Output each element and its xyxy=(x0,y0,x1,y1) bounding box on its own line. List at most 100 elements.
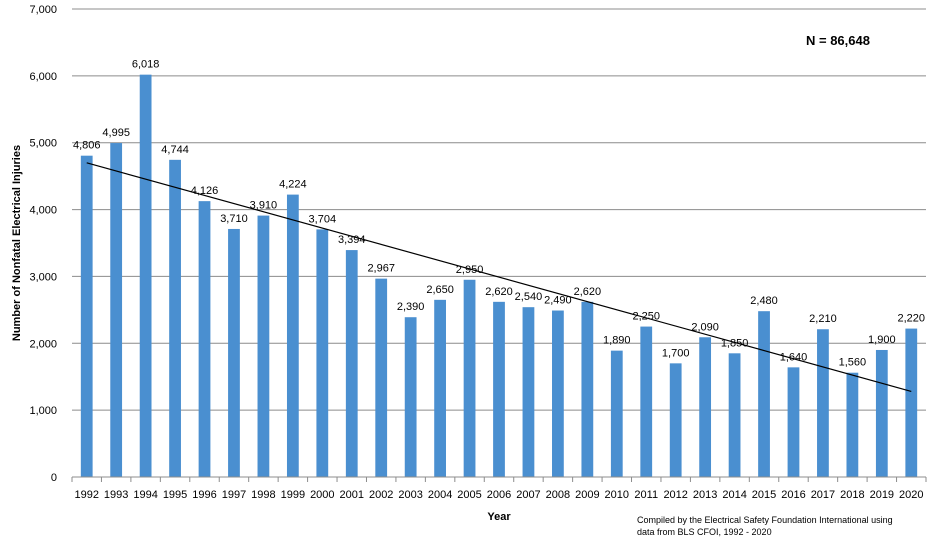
bar-2017 xyxy=(817,329,829,477)
bar-1999 xyxy=(286,194,299,477)
x-tick-label: 2004 xyxy=(428,489,452,501)
data-label-1998: 3,910 xyxy=(250,200,278,212)
data-label-2010: 1,890 xyxy=(603,335,631,347)
x-tick-label: 2017 xyxy=(811,489,835,501)
data-label-2009: 2,620 xyxy=(574,286,602,298)
x-tick-label: 2002 xyxy=(369,489,393,501)
y-tick-label: 7,000 xyxy=(29,4,57,16)
data-label-2014: 1,850 xyxy=(721,337,749,349)
bar-2018 xyxy=(846,372,859,477)
source-note: Compiled by the Electrical Safety Founda… xyxy=(637,514,936,538)
x-tick-label: 2010 xyxy=(605,489,629,501)
data-label-2003: 2,390 xyxy=(397,301,425,313)
bar-1997 xyxy=(228,228,240,477)
bar-2000 xyxy=(316,229,329,477)
gridlines xyxy=(72,8,926,411)
data-label-2017: 2,210 xyxy=(809,313,837,325)
y-tick-label: 1,000 xyxy=(29,405,57,417)
data-label-1997: 3,710 xyxy=(220,213,248,225)
data-label-2013: 2,090 xyxy=(691,321,719,333)
source-note-line-2: data from BLS CFOI, 1992 - 2020 xyxy=(637,527,772,537)
bar-2005 xyxy=(463,279,476,477)
y-tick-label: 3,000 xyxy=(29,271,57,283)
bar-2002 xyxy=(375,278,388,477)
data-label-1992: 4,806 xyxy=(73,140,101,152)
data-labels: 4,8064,9956,0184,7444,1263,7103,9104,224… xyxy=(73,59,925,369)
bar-1996 xyxy=(198,201,211,477)
x-tick-label: 1995 xyxy=(163,489,187,501)
data-label-1994: 6,018 xyxy=(132,59,160,71)
x-tick-label: 2015 xyxy=(752,489,776,501)
bar-1998 xyxy=(257,215,270,478)
bar-2016 xyxy=(787,367,800,477)
bar-2019 xyxy=(875,349,888,477)
data-label-1999: 4,224 xyxy=(279,179,307,191)
x-tick-label: 1996 xyxy=(192,489,216,501)
total-count-label: N = 86,648 xyxy=(806,33,870,48)
data-label-2015: 2,480 xyxy=(750,295,778,307)
data-label-2008: 2,490 xyxy=(544,295,572,307)
data-label-2006: 2,620 xyxy=(485,286,513,298)
x-tick-label: 2005 xyxy=(457,489,481,501)
bar-2003 xyxy=(404,317,417,477)
data-label-2004: 2,650 xyxy=(426,284,454,296)
x-tick-label: 2009 xyxy=(575,489,599,501)
bar-2007 xyxy=(522,307,535,477)
x-tick-label: 2013 xyxy=(693,489,717,501)
x-axis-ticks: 1992 1993 1994 1995 1996 1997 1998 1999 2000 2001… xyxy=(71,477,927,501)
x-tick-label: 2012 xyxy=(663,489,687,501)
data-label-2020: 2,220 xyxy=(898,313,926,325)
data-label-2007: 2,540 xyxy=(515,291,543,303)
bar-2012 xyxy=(669,363,682,477)
data-label-2002: 2,967 xyxy=(367,263,395,275)
y-axis-title: Number of Nonfatal Electrical Injuries xyxy=(11,145,23,341)
bar-2010 xyxy=(610,350,623,477)
x-tick-label: 1994 xyxy=(133,489,157,501)
bar-2008 xyxy=(552,310,564,477)
y-tick-label: 4,000 xyxy=(29,205,57,217)
x-tick-label: 1998 xyxy=(251,489,275,501)
data-label-1995: 4,744 xyxy=(161,144,189,156)
x-tick-label: 2016 xyxy=(781,489,805,501)
x-tick-label: 2003 xyxy=(398,489,422,501)
x-tick-label: 2014 xyxy=(722,489,746,501)
data-label-2012: 1,700 xyxy=(662,347,690,359)
bar-2020 xyxy=(905,328,918,477)
data-label-2001: 3,394 xyxy=(338,234,366,246)
trendline xyxy=(86,162,912,393)
bar-2015 xyxy=(758,311,770,477)
y-tick-label: 6,000 xyxy=(29,71,57,83)
data-label-2005: 2,950 xyxy=(456,264,484,276)
x-axis-title: Year xyxy=(487,511,511,523)
x-tick-label: 2007 xyxy=(516,489,540,501)
x-tick-label: 2011 xyxy=(634,489,658,501)
y-tick-label: 5,000 xyxy=(29,138,57,150)
bar-2014 xyxy=(728,353,741,477)
bar-2009 xyxy=(581,301,594,477)
x-tick-label: 2000 xyxy=(310,489,334,501)
bar-1993 xyxy=(110,143,123,477)
data-label-2000: 3,704 xyxy=(309,213,337,225)
y-axis-ticks: 0 1,000 2,000 3,000 4,000 5,000 6,000 7,000 xyxy=(29,4,57,484)
x-tick-label: 2001 xyxy=(340,489,364,501)
bar-2004 xyxy=(434,299,446,477)
data-label-1993: 4,995 xyxy=(102,127,130,139)
bars xyxy=(80,74,918,478)
x-tick-label: 1997 xyxy=(222,489,246,501)
x-tick-label: 1993 xyxy=(104,489,128,501)
y-tick-label: 2,000 xyxy=(29,338,57,350)
x-tick-label: 1992 xyxy=(74,489,98,501)
x-tick-label: 2008 xyxy=(546,489,570,501)
x-tick-label: 2020 xyxy=(899,489,923,501)
data-label-2018: 1,560 xyxy=(839,357,867,369)
source-note-line-1: Compiled by the Electrical Safety Founda… xyxy=(637,515,893,525)
y-tick-label: 0 xyxy=(51,472,57,484)
bar-1995 xyxy=(169,159,181,477)
bar-2001 xyxy=(345,250,358,477)
bar-2013 xyxy=(699,337,712,477)
x-tick-label: 2019 xyxy=(870,489,894,501)
x-tick-label: 1999 xyxy=(281,489,305,501)
bar-1994 xyxy=(139,74,152,477)
x-tick-label: 2006 xyxy=(487,489,511,501)
